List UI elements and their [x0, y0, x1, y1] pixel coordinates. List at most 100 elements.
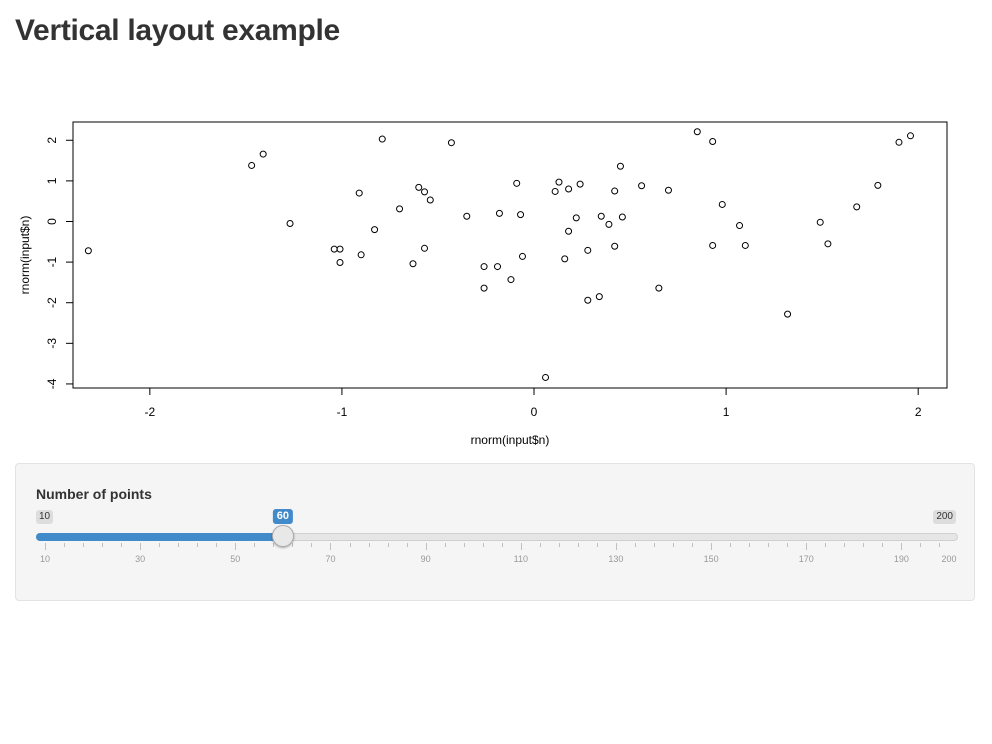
- page-title: Vertical layout example: [15, 14, 340, 47]
- slider-tick: [711, 543, 713, 550]
- data-point: [357, 251, 365, 259]
- data-point: [874, 181, 882, 189]
- data-point: [371, 226, 379, 234]
- slider-panel: Number of points 10 200 60 10 30 50 70 90 110…: [15, 463, 975, 601]
- slider-tick: [787, 543, 789, 547]
- slider-tick: [197, 543, 199, 547]
- slider-tick: [749, 543, 751, 547]
- x-tick-label: -2: [144, 405, 155, 419]
- slider-tick: [577, 543, 579, 547]
- slider-tick: [634, 543, 636, 547]
- x-axis-label: rnorm(input$n): [471, 433, 550, 447]
- y-tick-label: 1: [45, 177, 59, 184]
- data-point: [784, 310, 792, 318]
- slider-tick: [387, 543, 389, 547]
- x-axis: -2 -1 0 1 2: [144, 387, 922, 419]
- data-point: [378, 135, 386, 143]
- slider-tick-label: 110: [513, 554, 528, 564]
- data-point: [816, 218, 824, 226]
- slider-tick: [615, 543, 617, 550]
- slider-min-label: 10: [36, 510, 54, 524]
- data-point: [709, 137, 717, 145]
- data-point: [638, 182, 646, 190]
- y-axis: -4 -3 -2 -1 0 1 2: [45, 137, 74, 389]
- data-point: [355, 189, 363, 197]
- data-point: [480, 284, 488, 292]
- slider-tick: [901, 543, 903, 550]
- slider-tick: [444, 543, 446, 547]
- data-point: [595, 293, 603, 301]
- data-point: [618, 213, 626, 221]
- data-point: [664, 186, 672, 194]
- data-point: [565, 185, 573, 193]
- data-point: [584, 296, 592, 304]
- data-point: [895, 138, 903, 146]
- scatter-plot: -2 -1 0 1 2 -4 -3 -2 -1 0 1 2 rnorm(input$n) rnorm…: [18, 121, 948, 447]
- data-point: [736, 222, 744, 230]
- data-point: [336, 259, 344, 267]
- data-point: [421, 244, 429, 252]
- data-point: [518, 252, 526, 260]
- slider-tick: [273, 543, 275, 547]
- data-point: [611, 187, 619, 195]
- x-tick-label: 1: [723, 405, 730, 419]
- slider-tick: [349, 543, 351, 547]
- slider-tick: [673, 543, 675, 547]
- slider-tick: [844, 543, 846, 547]
- data-point: [517, 211, 525, 219]
- slider-tick: [463, 543, 465, 547]
- data-point: [248, 161, 256, 169]
- data-point: [421, 188, 429, 196]
- slider-tick: [539, 543, 541, 547]
- slider-tick: [825, 543, 827, 547]
- data-point: [611, 242, 619, 250]
- data-point: [561, 255, 569, 263]
- data-point: [463, 212, 471, 220]
- data-point: [709, 241, 717, 249]
- x-tick-label: 2: [915, 405, 922, 419]
- data-point: [494, 263, 502, 271]
- slider-tick: [482, 543, 484, 547]
- data-point: [415, 183, 423, 191]
- slider-tick: [368, 543, 370, 547]
- slider-tick: [140, 543, 142, 550]
- data-point: [655, 284, 663, 292]
- slider-tick: [730, 543, 732, 547]
- slider-tick: [692, 543, 694, 547]
- data-point: [572, 214, 580, 222]
- slider-max-label: 200: [933, 510, 956, 524]
- slider-tick: [520, 543, 522, 550]
- y-tick-label: -1: [45, 256, 59, 267]
- slider-tick: [406, 543, 408, 547]
- slider-tick: [863, 543, 865, 547]
- slider-tick: [939, 543, 941, 547]
- data-point: [551, 187, 559, 195]
- slider-tick: [501, 543, 503, 547]
- y-tick-label: 0: [45, 218, 59, 225]
- slider-tick: [235, 543, 237, 550]
- slider-tick: [882, 543, 884, 547]
- data-point: [336, 245, 344, 253]
- slider-tick: [425, 543, 427, 550]
- y-tick-label: 2: [45, 137, 59, 144]
- data-point: [409, 260, 417, 268]
- data-point: [542, 373, 550, 381]
- data-point: [330, 245, 338, 253]
- data-point: [396, 205, 404, 213]
- data-point: [693, 128, 701, 136]
- data-point: [741, 241, 749, 249]
- data-point: [565, 227, 573, 235]
- data-point: [259, 150, 267, 158]
- slider-fill: [36, 533, 283, 541]
- slider-tick: [330, 543, 332, 550]
- data-point: [513, 179, 521, 187]
- slider-tick-label: 30: [135, 554, 146, 564]
- x-tick-label: 0: [531, 405, 538, 419]
- slider-handle[interactable]: [271, 525, 294, 547]
- data-point: [84, 247, 92, 255]
- slider-tick: [64, 543, 66, 547]
- slider-tick: [121, 543, 123, 547]
- data-point: [576, 180, 584, 188]
- data-point: [907, 132, 915, 140]
- slider-tick-label: 50: [230, 554, 241, 564]
